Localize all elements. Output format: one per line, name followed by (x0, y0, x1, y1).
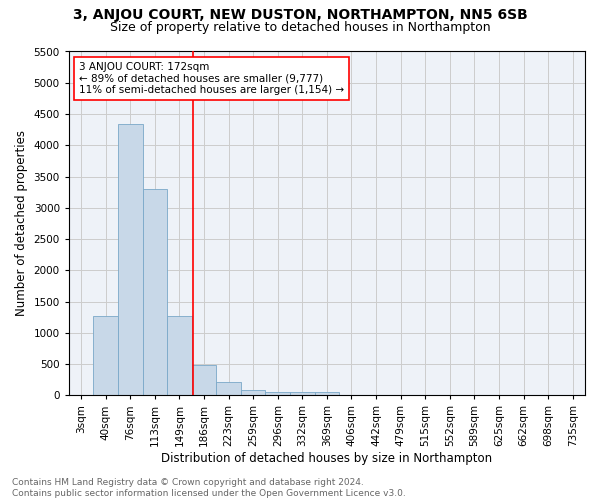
X-axis label: Distribution of detached houses by size in Northampton: Distribution of detached houses by size … (161, 452, 493, 465)
Bar (290, 392, 314, 396)
Text: Size of property relative to detached houses in Northampton: Size of property relative to detached ho… (110, 21, 490, 34)
Y-axis label: Number of detached properties: Number of detached properties (15, 130, 28, 316)
Text: Contains HM Land Registry data © Crown copyright and database right 2024.
Contai: Contains HM Land Registry data © Crown c… (12, 478, 406, 498)
Bar (241, 390, 265, 396)
Text: 3 ANJOU COURT: 172sqm
← 89% of detached houses are smaller (9,777)
11% of semi-d: 3 ANJOU COURT: 172sqm ← 89% of detached … (79, 62, 344, 95)
Bar (167, 316, 192, 396)
Bar (314, 392, 339, 396)
Bar (217, 382, 241, 396)
Bar (265, 392, 290, 396)
Bar (192, 364, 217, 396)
Bar (143, 189, 167, 396)
Bar (118, 124, 143, 396)
Text: 3, ANJOU COURT, NEW DUSTON, NORTHAMPTON, NN5 6SB: 3, ANJOU COURT, NEW DUSTON, NORTHAMPTON,… (73, 8, 527, 22)
Bar (94, 316, 118, 396)
